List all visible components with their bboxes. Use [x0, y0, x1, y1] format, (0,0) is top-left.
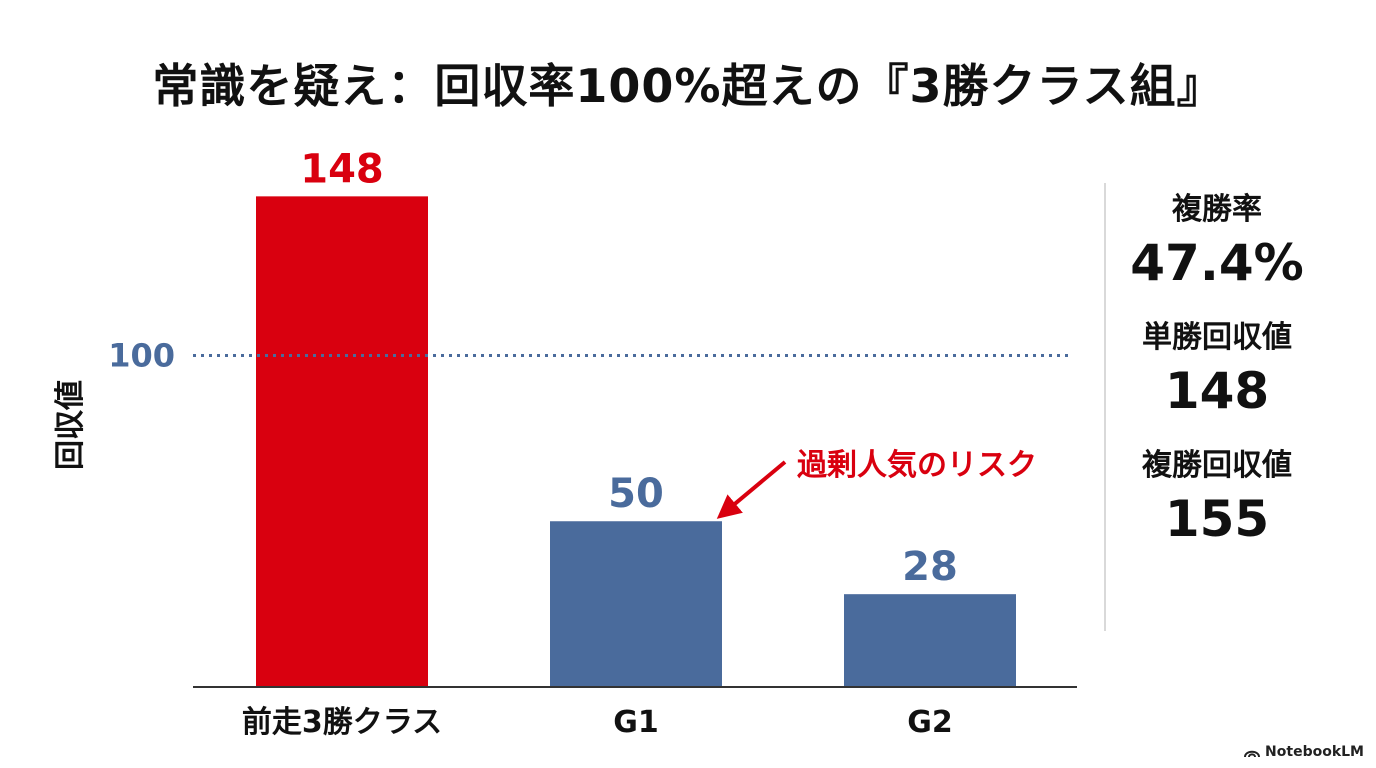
- reference-line-label: 100: [108, 336, 175, 374]
- bar-1: [256, 196, 428, 687]
- category-label: G2: [907, 705, 953, 740]
- stat-label: 複勝率: [1172, 192, 1262, 227]
- stat-win-return: 単勝回収値 148: [1112, 318, 1322, 424]
- bar-2: [550, 521, 722, 687]
- bar-3: [844, 594, 1016, 687]
- bar-chart: 148 前走3勝クラス 50 G1 28 G2 100 回収値過剰人気のリスク: [53, 146, 1077, 740]
- stats-divider: [1104, 183, 1106, 631]
- bar-value-label: 148: [300, 146, 384, 192]
- stat-value: 47.4%: [1130, 234, 1304, 292]
- stat-value: 148: [1164, 362, 1270, 420]
- stat-label: 複勝回収値: [1142, 448, 1292, 483]
- stat-win-place-rate: 複勝率 47.4%: [1112, 190, 1322, 296]
- bar-value-label: 50: [608, 471, 664, 517]
- category-label: 前走3勝クラス: [242, 705, 442, 740]
- brand-watermark: NotebookLM: [1244, 744, 1364, 760]
- category-label: G1: [613, 705, 659, 740]
- brand-name: NotebookLM: [1265, 744, 1364, 760]
- annotation-arrow: [716, 460, 787, 519]
- stats-panel: 複勝率 47.4% 単勝回収値 148 複勝回収値 155: [1112, 190, 1322, 574]
- notebooklm-logo-icon: [1244, 750, 1261, 758]
- stat-place-return: 複勝回収値 155: [1112, 446, 1322, 552]
- bar-value-label: 28: [902, 544, 958, 590]
- stat-value: 155: [1164, 490, 1270, 548]
- stat-label: 単勝回収値: [1142, 320, 1292, 355]
- page-title: 常識を疑え：回収率100%超えの『3勝クラス組』: [152, 59, 1224, 113]
- y-axis-label: 回収値: [53, 380, 88, 470]
- annotation-label: 過剰人気のリスク: [797, 448, 1037, 483]
